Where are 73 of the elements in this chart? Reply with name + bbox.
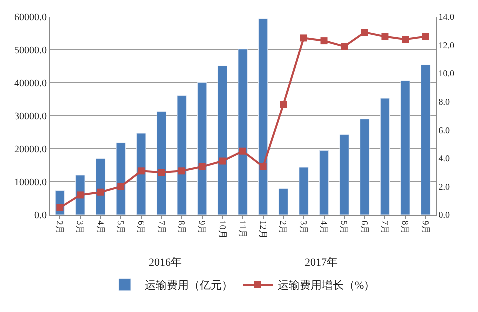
y-tick-label: 0.0 bbox=[34, 210, 47, 222]
point bbox=[97, 188, 104, 196]
y-tick-label: 20000.0 bbox=[14, 144, 47, 156]
x-tick-label: 6月 bbox=[360, 220, 370, 234]
x-tick-label: 2月 bbox=[278, 220, 289, 234]
point bbox=[422, 33, 430, 40]
bar bbox=[360, 119, 370, 215]
bar bbox=[258, 18, 268, 215]
x-tick-label: 9月 bbox=[197, 220, 208, 234]
x-tick-label: 10月 bbox=[218, 220, 228, 239]
legend-label: 运输费用增长（%） bbox=[278, 279, 376, 292]
y2-tick-label: 0.0 bbox=[438, 210, 451, 220]
y2-tick-label: 12.0 bbox=[438, 40, 456, 50]
point bbox=[198, 163, 206, 170]
bar bbox=[136, 133, 146, 215]
x-tick-label: 4月 bbox=[319, 220, 330, 234]
y2-tick-label: 14.0 bbox=[438, 12, 456, 22]
bar bbox=[238, 49, 248, 215]
point bbox=[158, 169, 166, 176]
y2-tick-label: 2.0 bbox=[438, 182, 451, 192]
text: 2017年 bbox=[305, 257, 338, 269]
point bbox=[341, 43, 348, 50]
y2-tick-label: 6.0 bbox=[438, 125, 451, 136]
bar bbox=[421, 64, 431, 215]
x-tick-label: 5月 bbox=[340, 220, 350, 234]
point bbox=[300, 34, 308, 42]
bar bbox=[380, 98, 390, 215]
x-tick-label: 7月 bbox=[380, 220, 390, 234]
point bbox=[178, 168, 186, 175]
y2-tick-label: 8.0 bbox=[438, 97, 451, 108]
x-tick-label: 7月 bbox=[156, 220, 167, 234]
bar bbox=[116, 142, 126, 215]
y-tick-label: 40000.0 bbox=[14, 78, 47, 90]
x-tick-label: 8月 bbox=[177, 220, 188, 234]
x-tick-label: 3月 bbox=[76, 220, 86, 234]
point bbox=[320, 38, 328, 45]
x-tick-label: 5月 bbox=[116, 220, 126, 234]
x-tick-label: 9月 bbox=[420, 220, 431, 234]
point bbox=[56, 204, 64, 212]
point bbox=[138, 168, 145, 175]
point bbox=[260, 163, 267, 170]
bar bbox=[156, 111, 167, 215]
point bbox=[76, 192, 84, 199]
x-tick-label: 4月 bbox=[96, 220, 106, 234]
text: 2016年 bbox=[149, 257, 182, 269]
x-tick-label: 2月 bbox=[55, 220, 66, 234]
y-tick-label: 60000.0 bbox=[14, 12, 47, 24]
bar bbox=[177, 96, 187, 215]
x-tick-label: 3月 bbox=[299, 220, 310, 234]
y2-tick-label: 10.0 bbox=[438, 68, 456, 79]
y2-tick-label: 4.0 bbox=[438, 154, 451, 164]
bar bbox=[340, 134, 350, 215]
point bbox=[382, 33, 389, 40]
bar bbox=[198, 82, 208, 215]
legend-label: 运输费用（亿元） bbox=[145, 279, 233, 292]
point bbox=[240, 148, 246, 155]
bar bbox=[319, 150, 330, 215]
point bbox=[219, 158, 226, 165]
bar bbox=[218, 66, 228, 215]
point bbox=[280, 101, 288, 108]
x-tick-label: 6月 bbox=[136, 220, 146, 234]
y-tick-label: 50000.0 bbox=[14, 46, 47, 56]
point bbox=[402, 36, 410, 44]
x-tick-label: 11月 bbox=[238, 220, 248, 238]
x-tick-label: 12月 bbox=[258, 220, 268, 239]
bar bbox=[278, 188, 288, 215]
point bbox=[118, 183, 125, 190]
bar bbox=[400, 80, 410, 215]
x-tick-label: 8月 bbox=[400, 220, 411, 234]
y-tick-label: 30000.0 bbox=[14, 112, 47, 122]
point bbox=[361, 29, 368, 36]
y-tick-label: 10000.0 bbox=[14, 178, 47, 188]
bar bbox=[299, 167, 309, 215]
